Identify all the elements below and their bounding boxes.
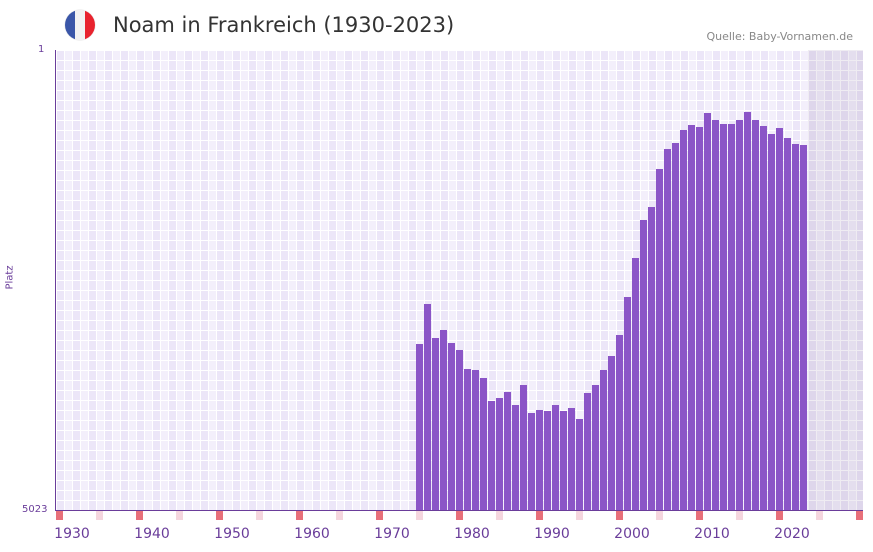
bar-1985[interactable] [512, 405, 519, 510]
decade-marker [296, 511, 303, 520]
decade-marker [696, 511, 703, 520]
bar-1979[interactable] [464, 369, 471, 510]
half-decade-marker [736, 511, 743, 520]
x-tick-label: 2020 [774, 526, 810, 542]
half-decade-marker [576, 511, 583, 520]
bar-2004[interactable] [664, 149, 671, 510]
bar-2001[interactable] [640, 220, 647, 510]
y-axis-line [55, 50, 56, 511]
bar-2017[interactable] [768, 134, 775, 510]
decade-marker [216, 511, 223, 520]
bar-2003[interactable] [656, 169, 663, 510]
x-tick-label: 1980 [454, 526, 490, 542]
bar-1994[interactable] [584, 393, 591, 510]
decade-marker [56, 511, 63, 520]
x-tick-label: 1970 [374, 526, 410, 542]
bar-1980[interactable] [472, 369, 479, 510]
bar-1973[interactable] [416, 344, 423, 510]
bar-2007[interactable] [688, 125, 695, 510]
decade-marker [376, 511, 383, 520]
bar-1988[interactable] [536, 409, 543, 510]
bar-1996[interactable] [600, 369, 607, 510]
y-axis-label: Platz [4, 265, 16, 290]
bar-1974[interactable] [424, 304, 431, 510]
bar-1987[interactable] [528, 413, 535, 510]
x-tick-label: 1930 [54, 526, 90, 542]
bar-1989[interactable] [544, 410, 551, 510]
bar-2015[interactable] [752, 119, 759, 510]
bar-1975[interactable] [432, 337, 439, 510]
bar-1990[interactable] [552, 405, 559, 510]
x-tick-label: 1990 [534, 526, 570, 542]
bar-2006[interactable] [680, 129, 687, 510]
y-tick-bottom: 5023 [22, 504, 48, 515]
bar-2013[interactable] [736, 119, 743, 510]
half-decade-marker [256, 511, 263, 520]
bar-1995[interactable] [592, 384, 599, 510]
x-tick-label: 1950 [214, 526, 250, 542]
bar-2012[interactable] [728, 124, 735, 510]
decade-marker [136, 511, 143, 520]
bar-2000[interactable] [632, 258, 639, 510]
bar-1999[interactable] [624, 297, 631, 510]
decade-marker [776, 511, 783, 520]
bar-2009[interactable] [704, 113, 711, 510]
bar-1992[interactable] [568, 407, 575, 510]
half-decade-marker [816, 511, 823, 520]
x-tick-label: 1940 [134, 526, 170, 542]
bar-1993[interactable] [576, 418, 583, 510]
bar-1998[interactable] [616, 334, 623, 510]
bar-1984[interactable] [504, 392, 511, 510]
future-shaded-region [808, 50, 863, 510]
bar-2020[interactable] [792, 143, 799, 510]
half-decade-marker [176, 511, 183, 520]
bar-1976[interactable] [440, 330, 447, 510]
bar-1977[interactable] [448, 343, 455, 510]
x-tick-label: 1960 [294, 526, 330, 542]
bar-2014[interactable] [744, 112, 751, 510]
bar-2018[interactable] [776, 128, 783, 510]
decade-marker [856, 511, 863, 520]
france-flag-icon [65, 10, 95, 40]
bar-2019[interactable] [784, 138, 791, 510]
bar-1982[interactable] [488, 401, 495, 510]
chart-title: Noam in Frankreich (1930-2023) [113, 13, 455, 37]
x-tick-label: 2000 [614, 526, 650, 542]
half-decade-marker [416, 511, 423, 520]
bar-2011[interactable] [720, 124, 727, 510]
bar-2005[interactable] [672, 142, 679, 510]
bar-2010[interactable] [712, 119, 719, 510]
bar-1986[interactable] [520, 384, 527, 510]
bar-1978[interactable] [456, 349, 463, 510]
half-decade-marker [496, 511, 503, 520]
bar-1981[interactable] [480, 378, 487, 510]
half-decade-marker [656, 511, 663, 520]
bar-1983[interactable] [496, 397, 503, 510]
decade-marker [456, 511, 463, 520]
bar-2016[interactable] [760, 126, 767, 510]
x-tick-label: 2010 [694, 526, 730, 542]
decade-marker [536, 511, 543, 520]
bar-1997[interactable] [608, 356, 615, 510]
y-tick-top: 1 [38, 44, 45, 55]
bar-2021[interactable] [800, 145, 807, 510]
half-decade-marker [336, 511, 343, 520]
source-link[interactable]: Quelle: Baby-Vornamen.de [706, 30, 853, 43]
decade-marker [616, 511, 623, 520]
bar-2002[interactable] [648, 207, 655, 510]
bar-1991[interactable] [560, 410, 567, 510]
plot-area [56, 50, 863, 510]
half-decade-marker [96, 511, 103, 520]
bar-2008[interactable] [696, 127, 703, 510]
x-axis-line [55, 510, 863, 511]
decade-markers [56, 511, 863, 520]
